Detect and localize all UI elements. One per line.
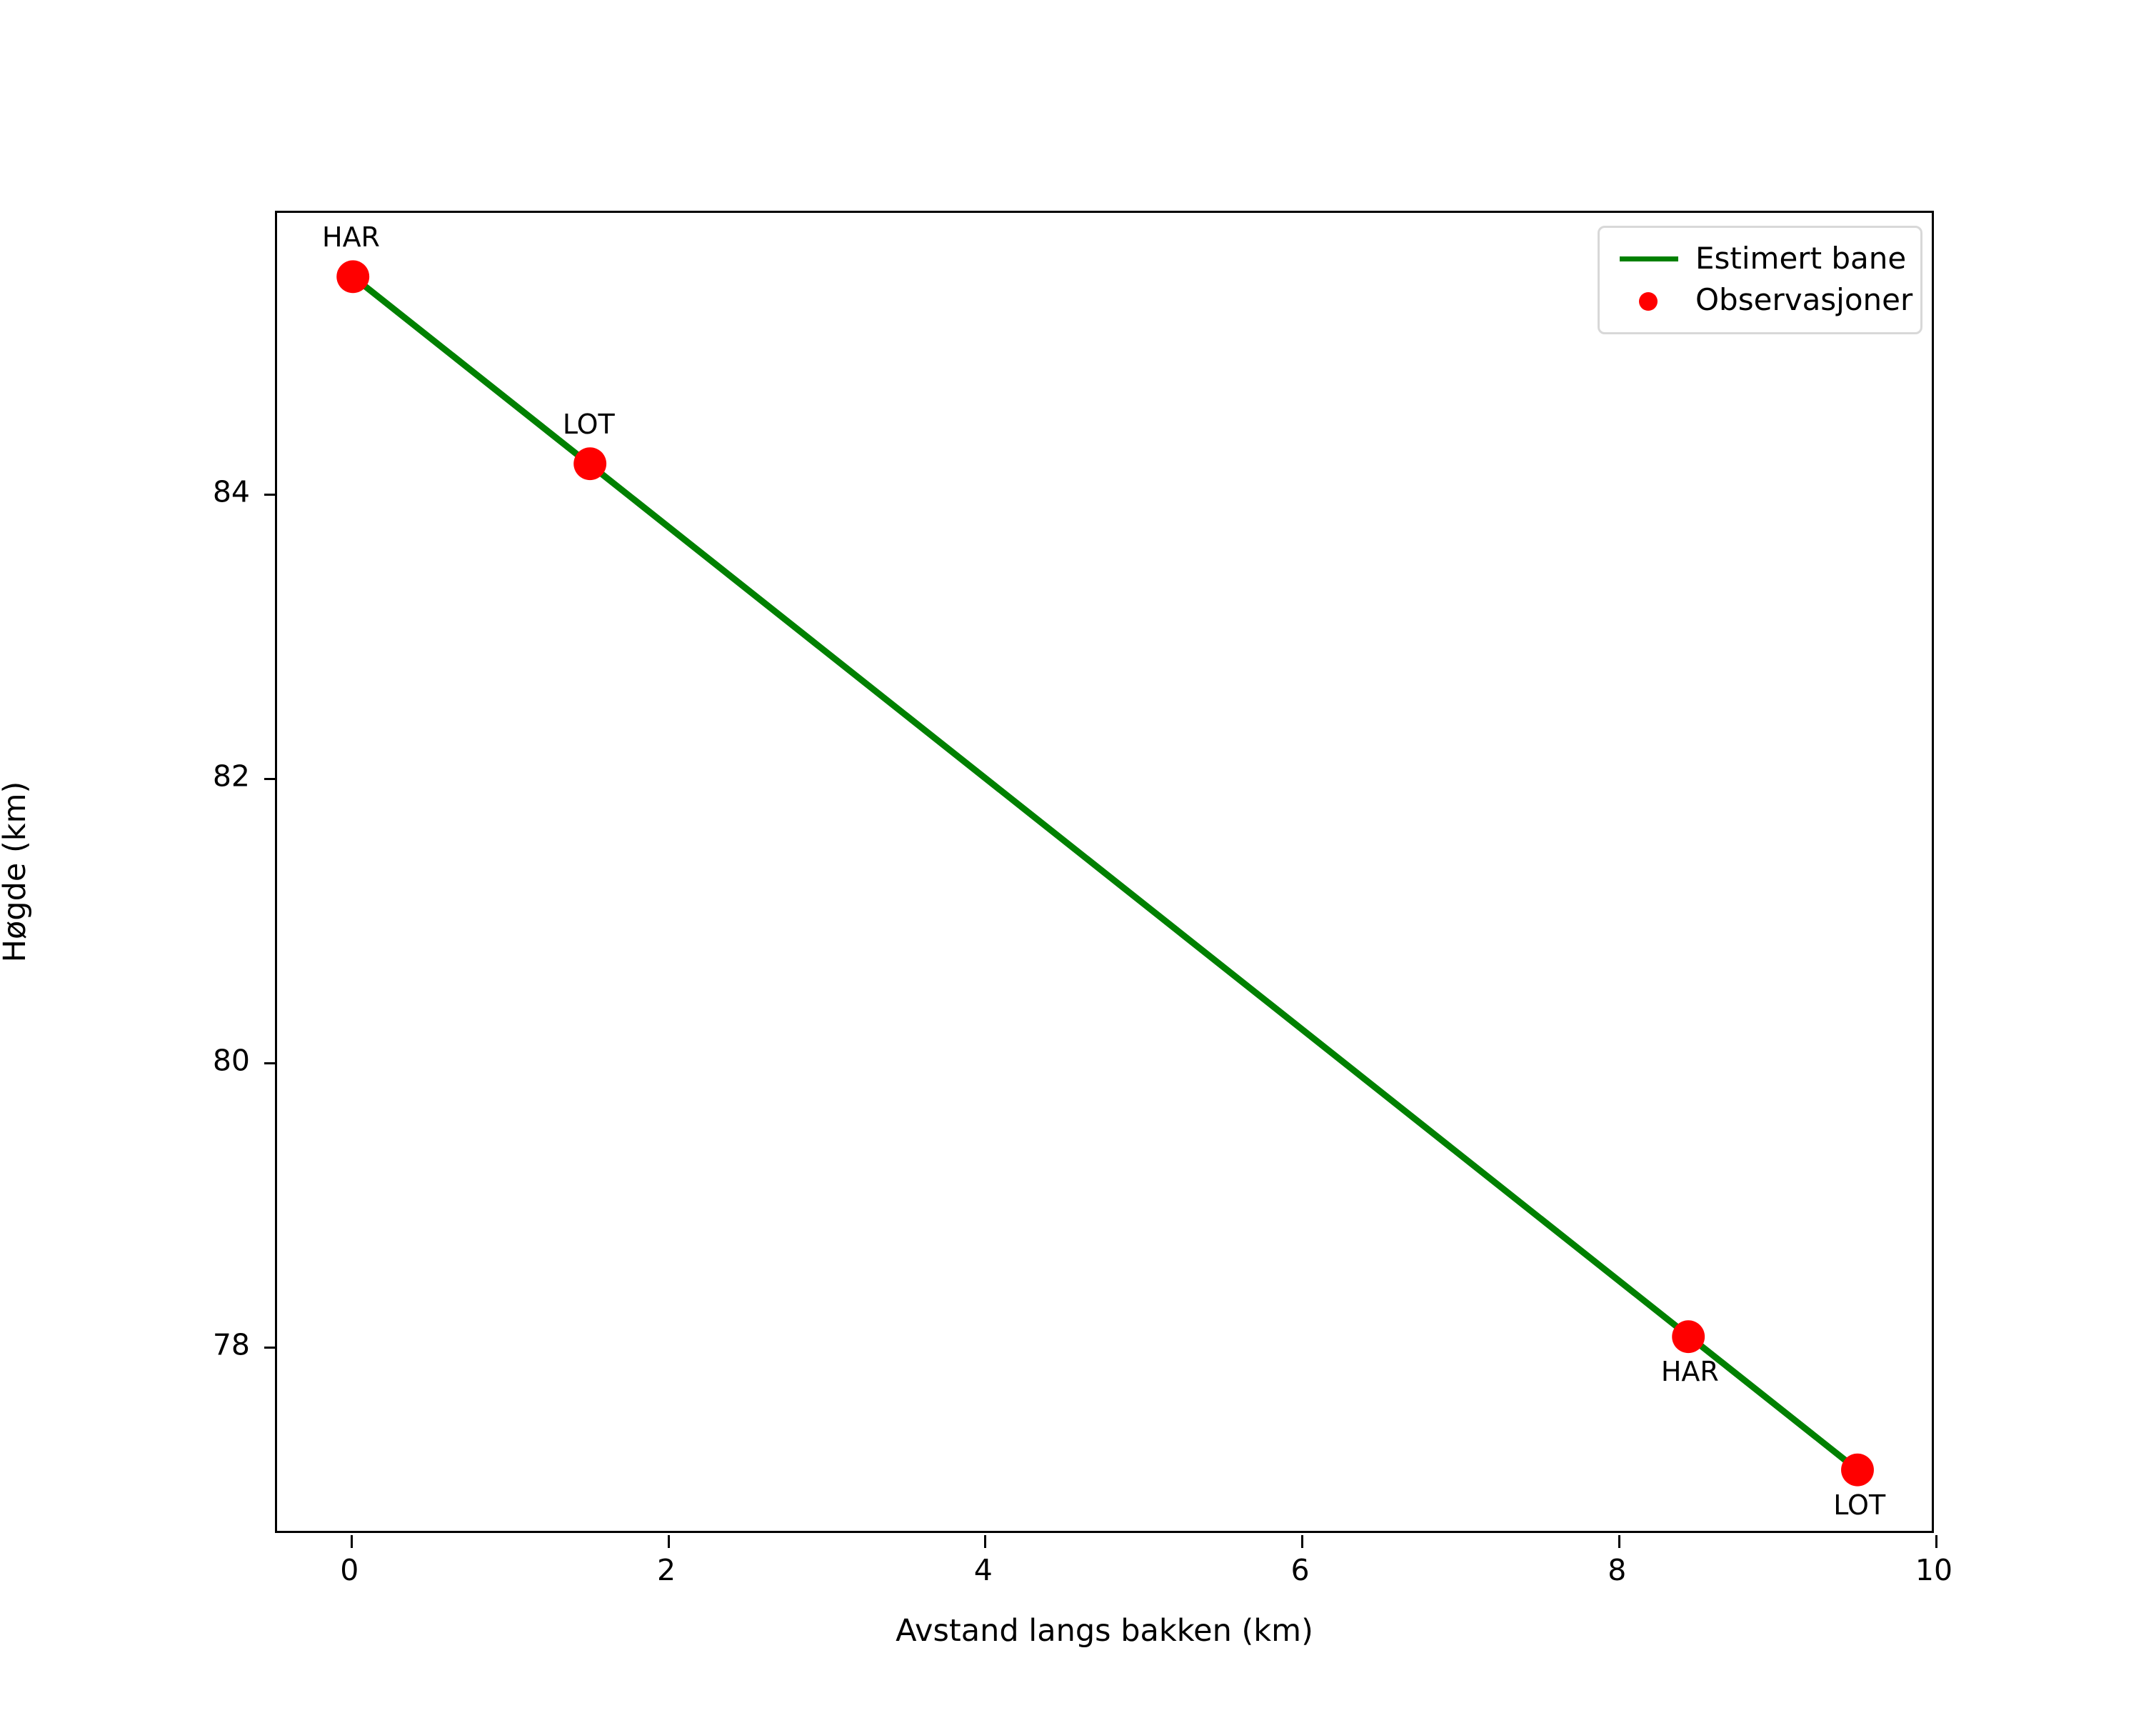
legend-label-estimert-bane: Estimert bane xyxy=(1695,241,1907,276)
point-annotation-label: HAR xyxy=(321,221,380,253)
y-tick-label-group: 78 80 82 84 xyxy=(0,0,252,1728)
trajectory-line xyxy=(349,273,1861,1474)
y-axis-label: Høgde (km) xyxy=(0,781,33,963)
legend-dot-swatch-icon xyxy=(1614,279,1683,321)
y-tick-mark xyxy=(264,1346,277,1349)
legend: Estimert bane Observasjoner xyxy=(1598,226,1922,334)
legend-line-swatch-icon xyxy=(1614,238,1683,279)
x-axis-label: Avstand langs bakken (km) xyxy=(896,1613,1313,1649)
legend-label-observasjoner: Observasjoner xyxy=(1695,282,1913,317)
y-tick-label: 82 xyxy=(212,759,250,794)
point-annotation-label: LOT xyxy=(1833,1489,1886,1522)
observation-point[interactable] xyxy=(1841,1453,1874,1487)
y-tick-mark xyxy=(264,493,277,496)
observation-point[interactable] xyxy=(336,260,370,294)
point-annotation-label: LOT xyxy=(562,409,615,441)
x-tick-mark xyxy=(350,1535,353,1548)
plot-area xyxy=(264,211,1937,1548)
x-tick-label: 8 xyxy=(1608,1553,1627,1587)
legend-entry-observasjoner[interactable]: Observasjoner xyxy=(1614,279,1912,321)
x-tick-mark xyxy=(984,1535,987,1548)
y-tick-mark xyxy=(264,1062,277,1064)
x-tick-label: 2 xyxy=(656,1553,676,1587)
x-tick-label: 0 xyxy=(340,1553,359,1587)
data-svg xyxy=(336,260,1874,1487)
observation-point[interactable] xyxy=(573,447,607,481)
x-tick-mark xyxy=(1618,1535,1620,1548)
x-tick-mark xyxy=(667,1535,670,1548)
legend-entry-estimert-bane[interactable]: Estimert bane xyxy=(1614,238,1906,279)
x-tick-mark xyxy=(1935,1535,1937,1548)
y-tick-label: 84 xyxy=(212,474,250,509)
point-annotation-label: HAR xyxy=(1660,1356,1719,1388)
x-tick-mark xyxy=(1301,1535,1303,1548)
observation-point[interactable] xyxy=(1672,1320,1705,1354)
y-tick-label: 80 xyxy=(212,1043,250,1078)
y-tick-label: 78 xyxy=(212,1327,250,1362)
y-tick-mark xyxy=(264,777,277,780)
x-tick-label: 10 xyxy=(1915,1553,1953,1587)
x-tick-label: 4 xyxy=(973,1553,993,1587)
x-tick-label: 6 xyxy=(1290,1553,1310,1587)
data-layer xyxy=(277,213,1932,1531)
